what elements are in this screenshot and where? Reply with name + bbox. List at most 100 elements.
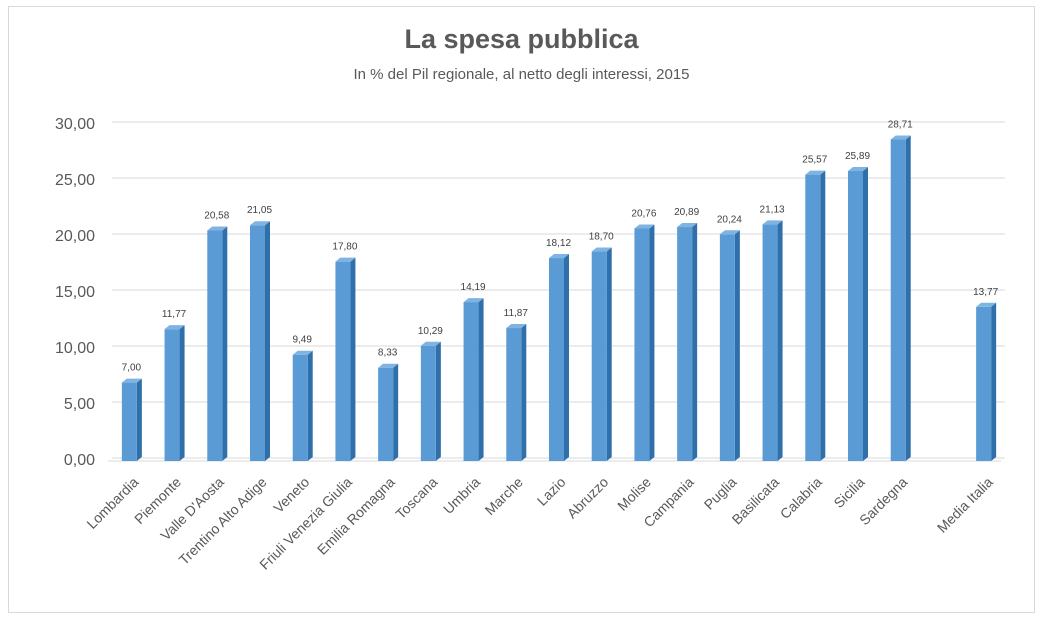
bar-side	[820, 170, 826, 461]
bar[interactable]	[890, 139, 906, 461]
bar[interactable]	[420, 345, 436, 461]
data-label: 9,49	[292, 335, 312, 346]
bar-side	[606, 247, 612, 461]
bar-top	[762, 220, 783, 225]
y-tick-label: 25,00	[55, 172, 95, 189]
bar[interactable]	[378, 367, 394, 461]
category-label: Media Italia	[934, 474, 996, 536]
data-label: 10,29	[418, 326, 443, 337]
bar-side	[649, 224, 655, 461]
data-label: 21,05	[247, 205, 272, 216]
bar[interactable]	[677, 227, 693, 461]
bar-side	[692, 223, 698, 461]
bar-top	[207, 226, 228, 231]
category-label: Emilia Romagna	[314, 474, 398, 558]
data-label: 17,80	[332, 242, 357, 253]
bar[interactable]	[591, 251, 607, 461]
data-label: 20,89	[674, 207, 699, 218]
data-label: 13,77	[973, 287, 998, 298]
bar-top	[292, 350, 313, 355]
category-label: Marche	[482, 474, 526, 518]
bar[interactable]	[805, 174, 821, 461]
bar[interactable]	[762, 224, 778, 461]
bar-top	[848, 167, 868, 172]
bar-top	[719, 230, 740, 235]
bar-top	[591, 247, 612, 252]
bar-top	[164, 325, 185, 330]
bar-side	[478, 298, 484, 461]
bar-top	[506, 324, 527, 329]
category-label: Lazio	[534, 474, 569, 509]
data-label: 8,33	[378, 348, 398, 359]
y-tick-label: 15,00	[55, 284, 95, 301]
bar-top	[378, 363, 399, 368]
y-tick-label: 5,00	[64, 396, 95, 413]
data-label: 25,89	[845, 151, 870, 162]
y-tick-label: 30,00	[55, 116, 95, 133]
y-tick-label: 20,00	[55, 228, 95, 245]
data-label: 20,76	[631, 208, 656, 219]
bar[interactable]	[549, 258, 564, 461]
bar[interactable]	[634, 228, 650, 461]
category-label: Lombardia	[83, 474, 141, 532]
bar-top	[805, 170, 826, 175]
bar-side	[222, 226, 228, 461]
data-label: 20,24	[717, 214, 742, 225]
data-label: 11,77	[162, 309, 187, 320]
data-label: 7,00	[122, 363, 142, 374]
bar[interactable]	[976, 306, 992, 461]
category-label: Puglia	[701, 474, 740, 513]
data-label: 28,71	[888, 119, 913, 130]
bar-side	[136, 378, 142, 461]
category-label: Toscana	[392, 474, 440, 522]
bar-top	[420, 341, 441, 346]
data-label: 20,58	[204, 211, 229, 222]
bar-side	[265, 221, 270, 461]
bar[interactable]	[292, 354, 308, 461]
bar-top	[890, 135, 911, 140]
data-label: 18,12	[546, 238, 571, 249]
bar-side	[905, 135, 911, 461]
bar-side	[863, 167, 868, 462]
bar[interactable]	[506, 328, 522, 461]
bar-side	[564, 254, 569, 461]
chart-subtitle: In % del Pil regionale, al netto degli i…	[353, 66, 690, 83]
bar[interactable]	[207, 230, 223, 461]
data-label: 18,70	[589, 232, 614, 243]
bar-side	[307, 350, 313, 461]
bar-top	[677, 223, 698, 228]
bar-top	[250, 221, 270, 226]
bar-side	[393, 363, 399, 461]
bar-side	[350, 257, 356, 461]
category-label: Abruzzo	[564, 474, 612, 522]
category-label: Veneto	[270, 474, 312, 516]
bar-top	[463, 298, 484, 303]
category-label: Calabria	[777, 474, 825, 522]
bar-side	[991, 302, 997, 461]
bar-side	[179, 325, 185, 461]
bar-top	[634, 224, 655, 229]
bar-side	[777, 220, 783, 461]
data-label: 25,57	[802, 155, 827, 166]
bar-side	[435, 341, 441, 461]
bar-top	[335, 257, 356, 262]
category-label: Sicilia	[830, 474, 867, 511]
category-label: Molise	[614, 474, 654, 514]
category-label: Basilicata	[729, 474, 783, 528]
bar[interactable]	[250, 225, 265, 461]
bar-side	[734, 230, 740, 461]
bar[interactable]	[121, 382, 137, 461]
y-tick-label: 0,00	[64, 452, 95, 469]
data-label: 21,13	[760, 204, 785, 215]
bar-top	[549, 254, 569, 259]
bar[interactable]	[848, 171, 863, 462]
chart-title: La spesa pubblica	[404, 24, 639, 54]
bar[interactable]	[164, 329, 180, 461]
data-label: 14,19	[461, 282, 486, 293]
bar[interactable]	[719, 234, 735, 461]
bar-top	[121, 378, 142, 383]
bar[interactable]	[335, 261, 351, 461]
bar-top	[976, 302, 997, 307]
bar[interactable]	[463, 302, 479, 461]
